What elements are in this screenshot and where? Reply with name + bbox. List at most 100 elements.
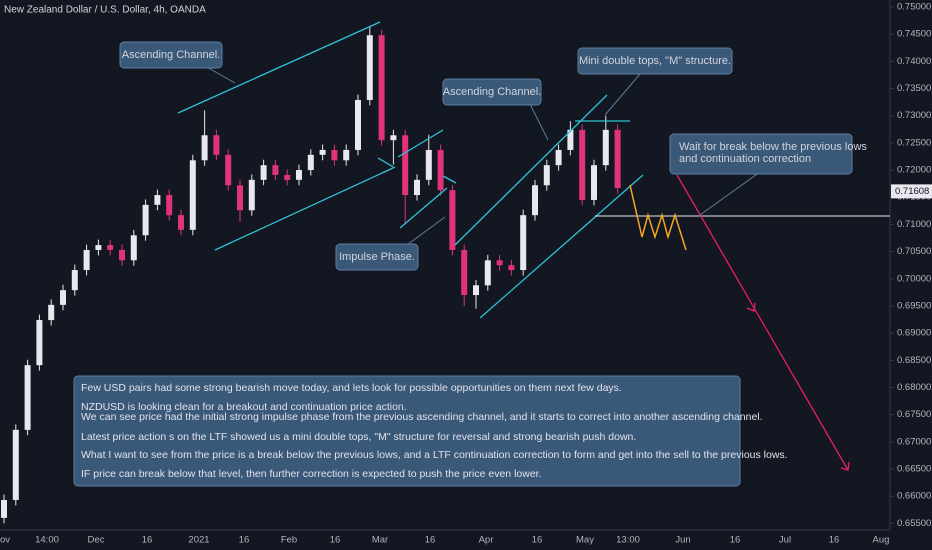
y-tick-label: 0.73000 — [897, 110, 931, 121]
x-tick-label: 16 — [829, 535, 840, 546]
candle-body — [130, 235, 137, 261]
x-tick-label: ov — [0, 535, 10, 546]
y-tick-label: 0.69000 — [897, 328, 931, 339]
x-tick-label: 16 — [239, 535, 250, 546]
y-tick-label: 0.69500 — [897, 300, 931, 311]
candle-body — [201, 135, 208, 161]
candle-body — [307, 154, 314, 171]
x-tick-label: 13:00 — [616, 535, 640, 546]
channel-line — [214, 167, 394, 251]
callout-box — [335, 243, 419, 271]
note-line: Latest price action s on the LTF showed … — [81, 431, 636, 443]
candle-body — [402, 135, 409, 196]
candle-body — [425, 149, 432, 180]
x-tick-label: Dec — [88, 535, 105, 546]
x-tick-label: Jul — [779, 535, 791, 546]
candle-body — [36, 320, 43, 366]
x-tick-label: Mar — [372, 535, 388, 546]
candle-body — [555, 149, 562, 166]
callout-box — [442, 78, 542, 106]
channel-line — [377, 157, 396, 169]
projection-arrow — [676, 174, 849, 471]
channel-line — [177, 21, 381, 114]
candle-body — [614, 129, 621, 188]
candle-body — [461, 249, 468, 296]
y-tick-label: 0.72500 — [897, 137, 931, 148]
candle-body — [154, 195, 161, 205]
channel-line — [479, 174, 644, 319]
chart-title: New Zealand Dollar / U.S. Dollar, 4h, OA… — [4, 5, 206, 16]
candle-body — [378, 35, 385, 141]
candle-body — [508, 265, 515, 271]
note-line: IF price can break below that level, the… — [81, 468, 542, 480]
callout-pointer — [204, 65, 236, 84]
candle-body — [178, 215, 184, 230]
callout-pointer — [529, 103, 549, 141]
y-tick-label: 0.67500 — [897, 409, 931, 420]
candle-body — [473, 285, 479, 296]
candle-body — [248, 179, 255, 211]
x-tick-label: Jun — [675, 535, 690, 546]
callout-text: Impulse Phase. — [339, 251, 415, 263]
x-tick-label: Apr — [479, 535, 494, 546]
y-tick-label: 0.65500 — [897, 518, 931, 529]
note-line: Few USD pairs had some strong bearish mo… — [81, 382, 622, 394]
candle-body — [331, 149, 338, 161]
candle-body — [225, 154, 232, 186]
callout-pointer — [604, 73, 641, 116]
candle-body — [237, 185, 243, 211]
candle-body — [355, 99, 361, 150]
callout-text: Ascending Channel. — [443, 86, 541, 98]
note-line: We can see price had the initial strong … — [81, 411, 763, 423]
candle-body — [189, 160, 196, 230]
callout-box — [119, 41, 223, 69]
callout-text: Mini double tops, "M" structure. — [579, 55, 731, 67]
x-tick-label: 16 — [730, 535, 741, 546]
x-tick-label: 16 — [330, 535, 341, 546]
x-tick-label: 14:00 — [35, 535, 59, 546]
candle-body — [390, 135, 397, 141]
candle-body — [414, 179, 420, 196]
arrow-head — [746, 302, 756, 312]
channel-line — [397, 129, 444, 158]
channel-line — [454, 94, 608, 246]
y-tick-label: 0.66500 — [897, 463, 931, 474]
candle-body — [366, 35, 373, 100]
candle-body — [543, 165, 550, 186]
note-box — [73, 375, 741, 487]
candle-body — [95, 245, 102, 250]
candle-body — [24, 365, 31, 430]
callout-text: Wait for break below the previous lows — [679, 141, 867, 153]
y-tick-label: 0.71000 — [897, 219, 931, 230]
candle-body — [260, 165, 267, 180]
x-tick-label: 16 — [532, 535, 543, 546]
candle-body — [579, 129, 586, 200]
candle-body — [319, 149, 326, 155]
callout-box — [577, 47, 733, 75]
candle-body — [272, 165, 279, 175]
candle-body — [567, 129, 574, 150]
y-tick-label: 0.75000 — [897, 2, 931, 13]
candle-body — [142, 204, 149, 236]
y-tick-label: 0.66000 — [897, 491, 931, 502]
candle-body — [107, 245, 114, 250]
y-tick-label: 0.74500 — [897, 29, 931, 40]
candle-body — [60, 290, 66, 305]
candle-body — [284, 174, 291, 180]
candles — [1, 26, 621, 524]
candle-body — [71, 270, 78, 291]
callouts: Ascending Channel. Ascending Channel. Mi… — [119, 41, 867, 271]
candle-body — [437, 149, 444, 191]
candle-body — [602, 129, 609, 166]
candle-body — [496, 260, 503, 266]
y-tick-label: 0.68000 — [897, 382, 931, 393]
candle-body — [343, 149, 350, 161]
x-tick-label: 16 — [142, 535, 153, 546]
y-tick-label: 0.68500 — [897, 355, 931, 366]
last-price-label: 0.71608 — [895, 186, 929, 197]
channel-line — [442, 175, 457, 184]
arrow-head — [840, 461, 850, 471]
y-tick-label: 0.72000 — [897, 165, 931, 176]
candle-body — [449, 190, 456, 250]
